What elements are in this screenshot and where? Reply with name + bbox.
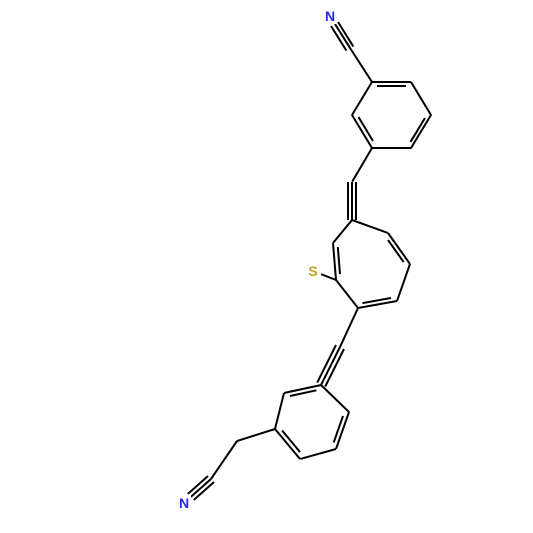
atom-label-N: N <box>177 495 191 511</box>
bond-line <box>410 81 432 115</box>
bond-line <box>355 182 357 220</box>
bond-line <box>351 114 373 148</box>
bond-line <box>274 428 301 459</box>
bond-line <box>274 393 285 429</box>
bond-line <box>320 384 349 412</box>
bond-line <box>372 81 411 83</box>
bond-line <box>237 428 276 442</box>
bond-line <box>349 47 373 82</box>
bond-line <box>332 219 353 243</box>
bond-line <box>351 147 373 182</box>
bond-line <box>352 219 389 234</box>
bond-line <box>335 279 359 308</box>
bond-line <box>351 182 353 220</box>
bond-line <box>410 114 432 148</box>
molecule-canvas: N S N <box>0 0 533 533</box>
bond-line <box>347 182 349 220</box>
bond-line <box>339 308 359 348</box>
bond-line <box>336 248 340 275</box>
bond-line <box>377 85 405 87</box>
bond-line <box>210 440 238 479</box>
bond-line <box>387 232 411 264</box>
atom-label-N: N <box>323 8 337 24</box>
atom-label-S: S <box>306 263 319 279</box>
bond-line <box>372 147 411 149</box>
bond-line <box>396 264 411 302</box>
bond-line <box>300 448 337 460</box>
bond-line <box>351 81 373 115</box>
